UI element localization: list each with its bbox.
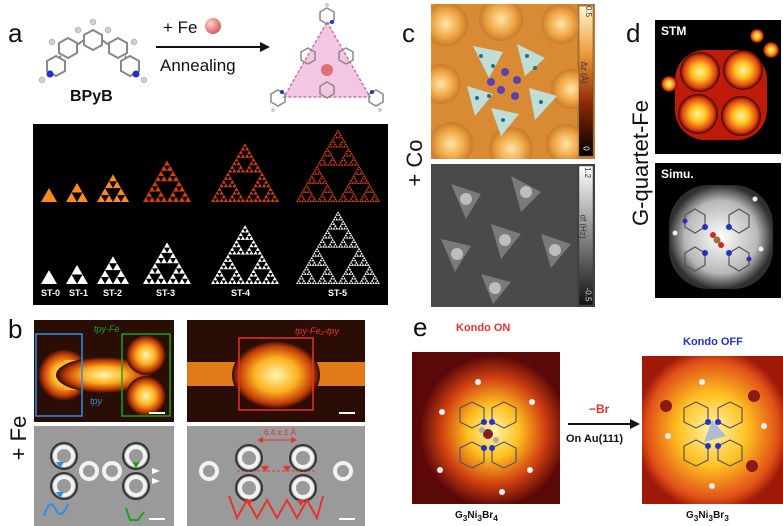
kondo-off-label: Kondo OFF xyxy=(683,336,743,348)
sierpinski-images xyxy=(41,129,380,284)
panel-b-label: b xyxy=(8,314,23,344)
substrate-label: On Au(111) xyxy=(566,433,624,445)
panel-b-side-label: + Fe xyxy=(6,415,31,461)
stm-tpy-fe2-tpy: tpy-Fe₂-tpy xyxy=(187,320,365,422)
fractal-label-0: ST-0 xyxy=(41,288,61,298)
afm-tpy-fe2-tpy: 6.4 ± 1 Å xyxy=(187,426,365,526)
fe-atom-icon xyxy=(205,18,221,34)
stm-tpy-fe: tpy-Fe tpy xyxy=(34,320,174,422)
fractal-glow-0 xyxy=(41,188,57,202)
fractal-white-1 xyxy=(66,264,88,284)
dimension-label: 6.4 ± 1 Å xyxy=(264,428,296,437)
fractal-panel: ST-0 ST-1 ST-2 ST-3 ST-4 ST-5 xyxy=(33,124,388,305)
panel-c-side-label: + Co xyxy=(402,139,427,187)
fractal-glow-2 xyxy=(97,174,129,202)
tag-tpy-fe: tpy-Fe xyxy=(94,324,120,334)
fractal-glow-4 xyxy=(211,143,279,202)
panel-e-label: e xyxy=(413,312,428,342)
fractal-label-4: ST-4 xyxy=(231,288,251,298)
fractal-label-3: ST-3 xyxy=(156,288,176,298)
cbar-bottom-min: -0.5 xyxy=(583,287,593,302)
fractal-glow-1 xyxy=(66,182,88,202)
afm-tpy-fe xyxy=(34,426,174,526)
fractal-label-1: ST-1 xyxy=(69,288,89,298)
cbar-top-max: 0.5 xyxy=(584,5,594,18)
reaction-arrow xyxy=(156,42,270,52)
cbar-top-min: 0 xyxy=(581,146,591,151)
reagent-label: + Fe xyxy=(163,18,198,37)
removal-label: −Br xyxy=(589,402,610,416)
fractal-white-4 xyxy=(211,225,279,284)
simulated-g-quartet: Simu. xyxy=(655,163,781,298)
fractal-white-3 xyxy=(143,242,191,284)
fractal-white-5 xyxy=(296,211,380,284)
fractal-label-5: ST-5 xyxy=(328,288,348,298)
panel-c-label: c xyxy=(402,18,415,48)
stm-tag: STM xyxy=(661,24,687,38)
stm-co-network: 0.5 Δz (Å) 0 xyxy=(431,4,595,159)
kondo-on-image xyxy=(412,352,560,504)
afm-co-network: 1.2 df (Hz) -0.5 xyxy=(431,164,595,307)
kondo-on-label: Kondo ON xyxy=(456,322,511,334)
panel-a-label: a xyxy=(8,18,23,48)
triangle-complex xyxy=(270,3,384,112)
stm-g-quartet: STM xyxy=(655,20,781,154)
fractal-glow-3 xyxy=(143,160,191,202)
cbar-bottom-label: df (Hz) xyxy=(578,214,588,239)
kondo-off-image xyxy=(642,356,783,504)
fractal-label-2: ST-2 xyxy=(103,288,123,298)
cbar-top-label: Δz (Å) xyxy=(579,61,589,84)
removal-arrow xyxy=(568,419,640,429)
fractal-white-0 xyxy=(41,270,57,284)
formula-right: G3Ni3Br3 xyxy=(686,510,729,523)
cbar-bottom-max: 1.2 xyxy=(583,166,593,179)
formula-left: G3Ni3Br4 xyxy=(455,510,498,523)
process-label: Annealing xyxy=(160,56,236,75)
tag-tpy-fe2-tpy: tpy-Fe₂-tpy xyxy=(295,326,339,336)
fractal-white-2 xyxy=(97,256,129,284)
fractal-glow-5 xyxy=(296,129,380,202)
bpyb-molecule xyxy=(38,18,148,84)
panel-d-side-label: G-quartet-Fe xyxy=(628,100,653,226)
panel-d-label: d xyxy=(626,18,641,48)
simu-tag: Simu. xyxy=(661,167,694,181)
bpyb-name: BPyB xyxy=(70,88,113,105)
tag-tpy: tpy xyxy=(90,396,103,406)
